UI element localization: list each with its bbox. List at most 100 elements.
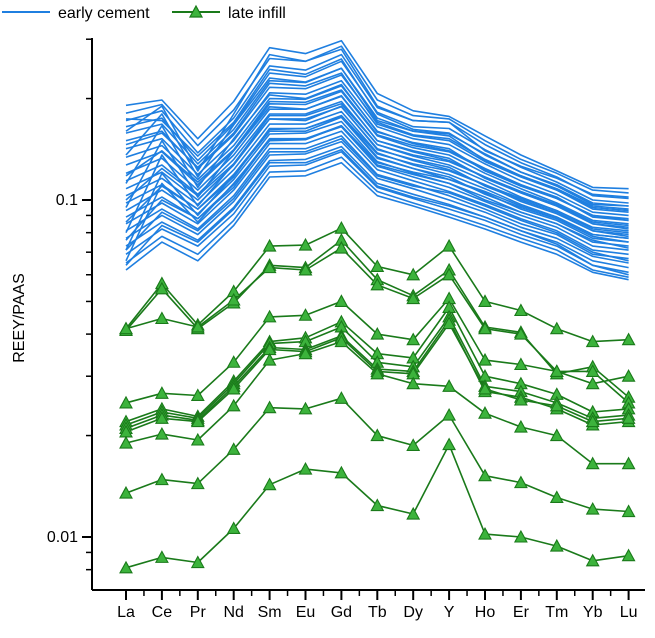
legend: early cement late infill (2, 4, 286, 22)
early-cement-line (125, 53, 629, 200)
x-tick-label-y: Y (444, 604, 455, 621)
late-infill-point (334, 240, 349, 254)
late-infill-point (406, 332, 421, 346)
early-cement-line (125, 60, 629, 204)
late-infill-point (406, 291, 421, 305)
early-cement-line (125, 161, 629, 281)
x-tick-label-nd: Nd (223, 604, 243, 621)
late-infill-point (119, 395, 133, 409)
late-infill-point (478, 468, 492, 482)
early-cement-line (125, 72, 629, 213)
late-infill-point (190, 414, 205, 428)
late-infill-point (478, 526, 492, 540)
early-cement-series (125, 39, 629, 281)
late-infill-point (585, 456, 600, 470)
x-tick-label-gd: Gd (331, 604, 352, 621)
late-infill-point (406, 506, 421, 520)
late-infill-point (334, 221, 349, 234)
late-infill-point (298, 346, 313, 360)
x-tick-label-lu: Lu (620, 604, 638, 621)
late-infill-point (585, 501, 600, 515)
x-tick-label-ho: Ho (475, 604, 496, 621)
late-infill-point (262, 352, 277, 366)
late-infill-point (442, 316, 457, 330)
early-cement-line (125, 137, 629, 262)
late-infill-point (621, 332, 636, 346)
late-infill-point (621, 504, 636, 518)
late-infill-point (190, 319, 205, 333)
x-tick-label-ce: Ce (152, 604, 173, 621)
late-infill-point (262, 400, 277, 414)
late-infill-point (621, 456, 636, 470)
early-cement-line (125, 45, 629, 194)
x-tick-label-er: Er (513, 604, 530, 621)
early-cement-line (125, 58, 629, 207)
late-infill-point (478, 294, 492, 307)
late-infill-point (549, 321, 564, 335)
y-tick-label: 0.01 (47, 529, 78, 546)
late-infill-point (478, 352, 492, 366)
early-cement-line (125, 90, 629, 225)
early-cement-line (125, 67, 629, 210)
late-infill-point (478, 321, 492, 335)
late-infill-point (406, 438, 421, 451)
late-infill-point (119, 435, 133, 449)
late-infill-point (262, 260, 277, 274)
late-infill-point (154, 550, 169, 563)
late-infill-point (190, 388, 205, 402)
x-tick-label-sm: Sm (258, 604, 282, 621)
late-infill-point (621, 411, 636, 424)
late-infill-point (262, 477, 277, 491)
late-infill-point (298, 262, 313, 276)
late-infill-point (370, 428, 385, 442)
late-infill-point (190, 476, 205, 490)
early-cement-line (125, 135, 629, 260)
late-infill-point (190, 432, 205, 446)
late-infill-point (226, 355, 241, 368)
early-cement-line (125, 151, 629, 274)
late-infill-point (370, 498, 385, 512)
late-infill-point (513, 419, 528, 433)
x-tick-label-tb: Tb (368, 604, 387, 621)
early-cement-line (125, 140, 629, 264)
early-cement-line (125, 145, 629, 269)
late-infill-point (621, 548, 636, 562)
late-infill-point (154, 472, 169, 486)
late-infill-point (549, 428, 564, 442)
late-infill-point (549, 364, 564, 377)
axes: 0.1 0.01 La Ce Pr Nd Sm Eu Gd Tb Dy Y Ho Er Tm Yb Lu (47, 38, 645, 621)
late-infill-point (334, 334, 349, 348)
late-infill-point (549, 538, 564, 552)
early-cement-line (125, 156, 629, 278)
late-infill-point (119, 485, 133, 499)
late-infill-point (119, 560, 133, 574)
late-infill-point (370, 277, 385, 291)
early-cement-line (125, 48, 629, 198)
late-infill-point (406, 267, 421, 281)
late-infill-point (226, 442, 241, 455)
y-tick-label: 0.1 (56, 192, 78, 209)
late-infill-point (226, 381, 241, 395)
late-infill-point (370, 366, 385, 380)
x-tick-label-yb: Yb (583, 604, 603, 621)
late-infill-point (478, 406, 492, 419)
late-infill-point (262, 238, 277, 252)
early-cement-line (125, 39, 629, 190)
x-tick-label-pr: Pr (190, 604, 207, 621)
late-infill-point (154, 411, 169, 424)
x-tick-label-la: La (117, 604, 135, 621)
late-infill-point (442, 267, 457, 281)
late-infill-point (442, 379, 457, 392)
late-infill-point (298, 461, 313, 475)
late-infill-point (585, 334, 600, 348)
late-infill-point (334, 391, 349, 404)
early-cement-line (125, 130, 629, 256)
x-tick-label-dy: Dy (403, 604, 423, 621)
late-infill-point (549, 490, 564, 504)
late-infill-point (298, 237, 313, 251)
early-cement-line (125, 105, 629, 238)
y-axis-title: REEY/PAAS (11, 273, 28, 363)
late-infill-point (334, 294, 349, 307)
late-infill-point (370, 259, 385, 273)
